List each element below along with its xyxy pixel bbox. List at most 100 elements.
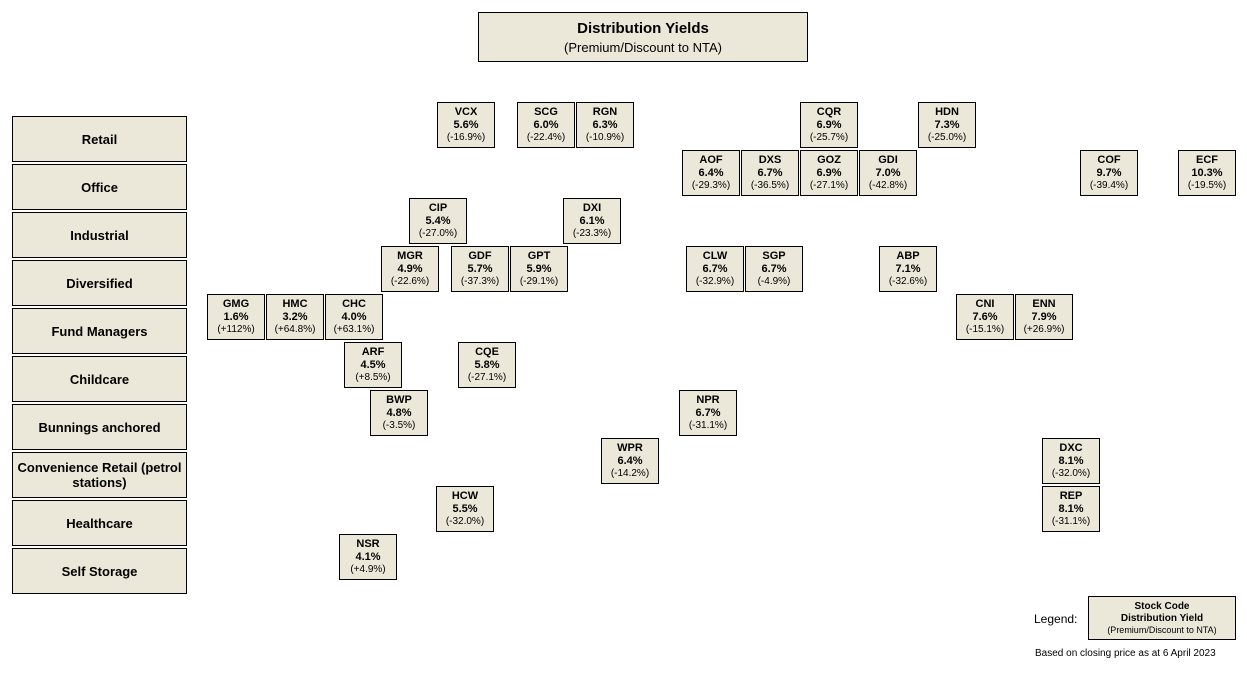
stock-code: GDF (468, 250, 491, 263)
stock-code: ARF (362, 346, 385, 359)
stock-yield: 1.6% (223, 311, 248, 324)
stock-yield: 6.1% (579, 215, 604, 228)
stock-code: DXI (583, 202, 601, 215)
category-label: Industrial (70, 228, 129, 243)
stock-nta: (-22.4%) (527, 132, 565, 144)
legend-line-2: Distribution Yield (1121, 613, 1203, 625)
stock-nta: (+112%) (217, 324, 254, 336)
stock-nta: (-27.1%) (810, 180, 848, 192)
stock-nta: (+63.1%) (334, 324, 375, 336)
category-label: Convenience Retail (petrol stations) (17, 460, 182, 490)
stock-code: CLW (703, 250, 727, 263)
stock-yield: 6.7% (761, 263, 786, 276)
stock-tile-hdn: HDN7.3%(-25.0%) (918, 102, 976, 148)
stock-yield: 6.4% (698, 167, 723, 180)
stock-code: GPT (528, 250, 551, 263)
stock-tile-bwp: BWP4.8%(-3.5%) (370, 390, 428, 436)
category-label: Childcare (70, 372, 129, 387)
stock-tile-dxi: DXI6.1%(-23.3%) (563, 198, 621, 244)
stock-yield: 3.2% (282, 311, 307, 324)
stock-nta: (-16.9%) (447, 132, 485, 144)
stock-yield: 9.7% (1096, 167, 1121, 180)
stock-nta: (-32.9%) (696, 276, 734, 288)
stock-yield: 4.1% (355, 551, 380, 564)
stock-code: RGN (593, 106, 617, 119)
category-label: Self Storage (62, 564, 138, 579)
stock-code: HDN (935, 106, 959, 119)
stock-tile-gpt: GPT5.9%(-29.1%) (510, 246, 568, 292)
legend-box: Stock CodeDistribution Yield(Premium/Dis… (1088, 596, 1236, 640)
stock-nta: (-29.1%) (520, 276, 558, 288)
stock-code: GDI (878, 154, 898, 167)
stock-nta: (-32.0%) (446, 516, 484, 528)
stock-tile-nsr: NSR4.1%(+4.9%) (339, 534, 397, 580)
stock-tile-dxc: DXC8.1%(-32.0%) (1042, 438, 1100, 484)
stock-code: CQE (475, 346, 499, 359)
stock-nta: (-3.5%) (383, 420, 416, 432)
stock-nta: (-4.9%) (758, 276, 791, 288)
stock-code: CHC (342, 298, 366, 311)
stock-yield: 7.9% (1031, 311, 1056, 324)
stock-tile-cqe: CQE5.8%(-27.1%) (458, 342, 516, 388)
stock-code: ENN (1032, 298, 1055, 311)
category-label: Office (81, 180, 118, 195)
category-label: Diversified (66, 276, 132, 291)
stock-yield: 6.9% (816, 119, 841, 132)
stock-yield: 5.5% (452, 503, 477, 516)
stock-yield: 5.6% (453, 119, 478, 132)
stock-nta: (+26.9%) (1024, 324, 1065, 336)
stock-yield: 6.3% (592, 119, 617, 132)
stock-tile-dxs: DXS6.7%(-36.5%) (741, 150, 799, 196)
stock-tile-scg: SCG6.0%(-22.4%) (517, 102, 575, 148)
stock-nta: (+64.8%) (275, 324, 316, 336)
stock-yield: 5.9% (526, 263, 551, 276)
stock-tile-sgp: SGP6.7%(-4.9%) (745, 246, 803, 292)
stock-nta: (-31.1%) (1052, 516, 1090, 528)
stock-code: HMC (282, 298, 307, 311)
stock-tile-cof: COF9.7%(-39.4%) (1080, 150, 1138, 196)
stock-yield: 5.8% (474, 359, 499, 372)
stock-tile-abp: ABP7.1%(-32.6%) (879, 246, 937, 292)
stock-code: VCX (455, 106, 478, 119)
stock-nta: (-36.5%) (751, 180, 789, 192)
stock-code: WPR (617, 442, 643, 455)
stock-tile-aof: AOF6.4%(-29.3%) (682, 150, 740, 196)
category-healthcare: Healthcare (12, 500, 187, 546)
category-bunnings: Bunnings anchored (12, 404, 187, 450)
stock-yield: 6.9% (816, 167, 841, 180)
stock-tile-cqr: CQR6.9%(-25.7%) (800, 102, 858, 148)
stock-tile-wpr: WPR6.4%(-14.2%) (601, 438, 659, 484)
stock-nta: (-14.2%) (611, 468, 649, 480)
stock-code: NPR (696, 394, 719, 407)
category-self_storage: Self Storage (12, 548, 187, 594)
category-label: Fund Managers (51, 324, 147, 339)
legend-line-3: (Premium/Discount to NTA) (1107, 625, 1216, 636)
title-box: Distribution Yields(Premium/Discount to … (478, 12, 808, 62)
stock-yield: 6.0% (533, 119, 558, 132)
stock-nta: (-25.0%) (928, 132, 966, 144)
stock-nta: (-19.5%) (1188, 180, 1226, 192)
stock-yield: 5.7% (467, 263, 492, 276)
stock-code: CQR (817, 106, 841, 119)
legend-line-1: Stock Code (1134, 601, 1189, 613)
stock-nta: (-42.8%) (869, 180, 907, 192)
stock-code: AOF (699, 154, 722, 167)
stock-yield: 8.1% (1058, 455, 1083, 468)
category-retail: Retail (12, 116, 187, 162)
stock-code: BWP (386, 394, 412, 407)
stock-nta: (-29.3%) (692, 180, 730, 192)
stock-code: CIP (429, 202, 447, 215)
stock-yield: 7.6% (972, 311, 997, 324)
stock-nta: (-23.3%) (573, 228, 611, 240)
stock-code: NSR (356, 538, 379, 551)
stock-tile-cip: CIP5.4%(-27.0%) (409, 198, 467, 244)
stock-code: CNI (976, 298, 995, 311)
stock-nta: (-15.1%) (966, 324, 1004, 336)
category-childcare: Childcare (12, 356, 187, 402)
stock-yield: 4.5% (360, 359, 385, 372)
stock-nta: (-31.1%) (689, 420, 727, 432)
stock-code: DXC (1059, 442, 1082, 455)
stock-tile-chc: CHC4.0%(+63.1%) (325, 294, 383, 340)
stock-tile-goz: GOZ6.9%(-27.1%) (800, 150, 858, 196)
stock-code: REP (1060, 490, 1083, 503)
